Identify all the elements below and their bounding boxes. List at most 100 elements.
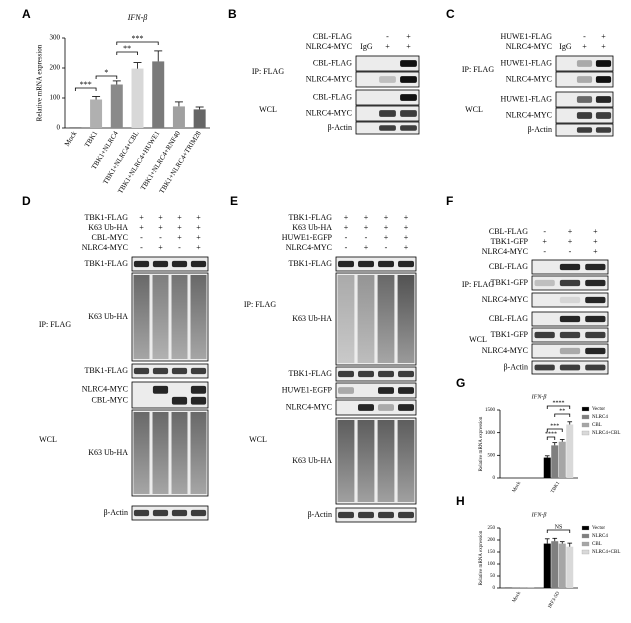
- legend-swatch: [581, 406, 590, 412]
- treatment-label: CBL-FLAG: [313, 32, 352, 41]
- band: [559, 279, 581, 287]
- treatment-sign: +: [196, 243, 201, 252]
- band: [398, 260, 414, 268]
- blot-row-label: β-Actin: [307, 510, 332, 519]
- legend-swatch: [581, 422, 590, 428]
- significance-bracket: [546, 428, 563, 432]
- smear: [190, 275, 207, 359]
- significance-label: ****: [545, 431, 557, 437]
- band: [559, 364, 581, 371]
- band: [398, 370, 414, 378]
- band: [585, 296, 606, 304]
- x-tick-label: Mock: [512, 481, 522, 494]
- significance-label: ****: [553, 400, 565, 406]
- smear: [377, 275, 395, 363]
- panel-label: A: [22, 7, 31, 21]
- blot-row-label: β-Actin: [327, 123, 352, 132]
- blot-box: [355, 71, 420, 88]
- blot-row-label: CBL-FLAG: [489, 262, 528, 271]
- smear: [397, 275, 415, 363]
- legend-label: Vector: [592, 407, 605, 412]
- group-label: IP: FLAG: [39, 320, 71, 329]
- treatment-sign: +: [364, 223, 369, 232]
- treatment-label: K63 Ub-HA: [88, 223, 128, 232]
- treatment-sign: +: [601, 42, 606, 51]
- treatment-label: TBK1-FLAG: [288, 213, 332, 222]
- legend-label: CBL: [592, 423, 602, 428]
- bar: [543, 543, 551, 588]
- band: [585, 315, 606, 323]
- x-tick-label: Mock: [63, 129, 79, 148]
- treatment-label: CBL-MYC: [92, 233, 128, 242]
- group-label: IP: FLAG: [462, 65, 494, 74]
- treatment-sign: +: [404, 243, 409, 252]
- legend-label: Vector: [592, 526, 605, 531]
- blot-row-label: TBK1-FLAG: [288, 369, 332, 378]
- panel-label: B: [228, 7, 237, 21]
- treatment-sign: -: [385, 243, 388, 252]
- smear: [171, 412, 188, 494]
- band: [595, 76, 612, 83]
- band: [595, 60, 612, 67]
- band: [378, 260, 394, 268]
- blot-box: [531, 292, 609, 308]
- y-axis-label: Relative mRNA expression: [36, 44, 44, 121]
- blot-row-label: CBL-FLAG: [313, 92, 352, 101]
- band: [400, 110, 417, 117]
- group-label: WCL: [249, 435, 267, 444]
- y-axis-label: Relative mRNA expression: [479, 530, 484, 585]
- treatment-sign: -: [178, 243, 181, 252]
- blot-row-label: CBL-FLAG: [489, 314, 528, 323]
- band: [171, 260, 188, 268]
- legend-label: NLRC4: [592, 415, 608, 420]
- band: [358, 511, 374, 519]
- bar: [543, 457, 551, 478]
- treatment-label: CBL-FLAG: [489, 227, 528, 236]
- band: [190, 509, 207, 517]
- smear: [152, 275, 169, 359]
- significance-label: ***: [80, 80, 92, 89]
- blot-row-label: HUWE1-EGFP: [282, 385, 333, 394]
- band: [152, 367, 169, 375]
- panel-label: C: [446, 7, 455, 21]
- band: [595, 112, 612, 119]
- blot-row-label: HUWE1-FLAG: [500, 94, 552, 103]
- band: [171, 367, 188, 375]
- chart-title: IFN-β: [531, 512, 547, 518]
- treatment-sign: +: [593, 247, 598, 256]
- significance-bracket: [546, 436, 556, 440]
- y-axis-label: Relative mRNA expression: [479, 416, 484, 471]
- smear: [337, 420, 355, 502]
- band: [585, 263, 606, 271]
- blot-box: [335, 382, 417, 399]
- blot-row-label: NLRC4-MYC: [306, 74, 352, 83]
- treatment-sign: +: [158, 223, 163, 232]
- blot-row-label: K63 Ub-HA: [292, 456, 332, 465]
- y-tick-label: 500: [488, 453, 496, 458]
- band: [585, 331, 606, 339]
- band: [576, 60, 593, 67]
- group-label: IP: FLAG: [244, 300, 276, 309]
- blot-box: [131, 363, 209, 379]
- treatment-sign: +: [196, 213, 201, 222]
- y-tick-label: 100: [488, 562, 496, 567]
- group-label: WCL: [465, 105, 483, 114]
- treatment-sign: -: [569, 247, 572, 256]
- bar: [558, 543, 566, 588]
- y-tick-label: 0: [493, 586, 496, 591]
- treatment-sign: +: [568, 237, 573, 246]
- legend-swatch: [581, 430, 590, 436]
- legend-swatch: [581, 541, 590, 547]
- treatment-label: TBK1-GFP: [491, 237, 529, 246]
- treatment-label: HUWE1-EGFP: [282, 233, 333, 242]
- treatment-label: NLRC4-MYC: [506, 42, 552, 51]
- panel-label: G: [456, 376, 465, 390]
- treatment-label: TBK1-FLAG: [84, 213, 128, 222]
- band: [534, 364, 555, 371]
- chart-title: IFN-β: [127, 13, 148, 22]
- band: [400, 125, 417, 131]
- y-tick-label: 200: [488, 538, 496, 543]
- blot-row-label: NLRC4-MYC: [482, 346, 528, 355]
- treatment-sign: +: [593, 237, 598, 246]
